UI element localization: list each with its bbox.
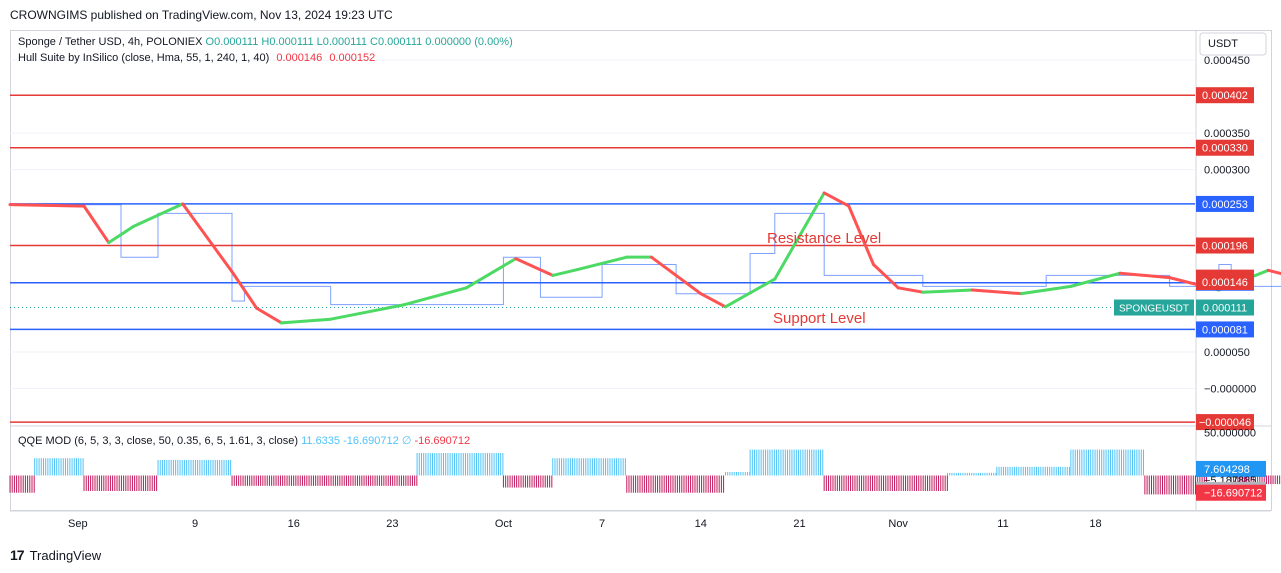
hull-segment [1069, 271, 1122, 288]
hull-segment [773, 191, 826, 281]
hull-segment [921, 288, 974, 294]
brand-name: TradingView [29, 547, 102, 563]
x-tick-label: 18 [1089, 518, 1101, 530]
y-tick-label: 0.000050 [1204, 347, 1250, 359]
hull-segment [551, 268, 579, 277]
hull-segment [575, 255, 629, 272]
hull-segment [230, 270, 259, 310]
tradingview-logo-icon: 17 [10, 547, 25, 563]
symbol-tag-label: SPONGEUSDT [1119, 304, 1189, 315]
x-tick-label: 14 [695, 518, 707, 530]
hull-segment [1020, 284, 1073, 296]
hull-segment [255, 306, 283, 325]
hull-segment [649, 255, 703, 296]
hull-segment [847, 204, 875, 266]
publisher-header: CROWNGIMS published on TradingView.com, … [10, 8, 393, 22]
price-tag [1196, 299, 1254, 316]
hull-segment [896, 286, 925, 294]
x-tick-label: 23 [386, 518, 398, 530]
hull-segment [279, 317, 333, 325]
hull-segment [723, 277, 777, 309]
hull-segment [871, 262, 900, 290]
qqe-axis-label: 50.000000 [1204, 427, 1256, 439]
qqe-tag [1196, 460, 1266, 477]
qqe-axis-label: −16.690712 [1204, 488, 1262, 500]
level-tag [1196, 139, 1254, 156]
ohlc-values: O0.000111 H0.000111 L0.000111 C0.000111 … [205, 36, 513, 48]
qqe-values: 11.6335 -16.690712 ∅ [301, 435, 412, 447]
footer-brand: 17 TradingView [10, 547, 101, 563]
hull-segment [822, 191, 851, 208]
hull-segment [329, 303, 407, 321]
level-tag [1196, 237, 1254, 254]
hull-segment [1118, 271, 1172, 280]
x-tick-label: Oct [495, 518, 512, 530]
hull-value-1: 0.000146 [276, 52, 323, 64]
x-tick-label: 16 [288, 518, 300, 530]
levels-layer [10, 94, 1195, 423]
hull-segment [107, 225, 135, 245]
level-tag-label: −0.000046 [1199, 417, 1251, 429]
level-tag-label: 0.000196 [1202, 241, 1248, 253]
resistance-level-label: Resistance Level [767, 230, 881, 247]
symbol-tag [1114, 299, 1194, 316]
hull-indicator-name: Hull Suite by InSilico (close, Hma, 55, … [18, 52, 270, 64]
qqe-tag [1196, 484, 1266, 501]
hull-value-2: 0.000152 [329, 52, 376, 64]
y-tick-label: 0.000350 [1204, 128, 1250, 140]
x-tick-label: 9 [192, 518, 198, 530]
level-tag-label: 0.000253 [1202, 199, 1248, 211]
hull-segment [1266, 268, 1281, 276]
x-tick-label: 7 [599, 518, 605, 530]
level-tag [1196, 195, 1254, 212]
qqe-legend: QQE MOD (6, 5, 3, 3, close, 50, 0.35, 6,… [18, 434, 470, 447]
price-tag [1196, 273, 1254, 290]
qqe-indicator-name: QQE MOD (6, 5, 3, 3, close, 50, 0.35, 6,… [18, 435, 299, 447]
hull-segment [8, 203, 86, 208]
symbol-legend: Sponge / Tether USD, 4h, POLONIEX O0.000… [18, 36, 513, 48]
symbol-name: Sponge / Tether USD, 4h, POLONIEX [18, 36, 203, 48]
level-tag [1196, 321, 1254, 338]
currency-label: USDT [1208, 38, 1238, 50]
x-tick-label: 21 [793, 518, 805, 530]
axis-layer: 0.000450 0.000350 0.000300 0.000050 −0.00000… [68, 32, 1267, 530]
support-level-label: Support Level [773, 310, 866, 327]
hull-segment [82, 204, 111, 245]
level-tag-label: 0.000081 [1202, 324, 1248, 336]
hull-segment [464, 257, 518, 290]
level-tag-label: 0.000330 [1202, 143, 1248, 155]
hull-segment [181, 202, 234, 274]
qqe-layer [9, 449, 1281, 495]
level-tag [1196, 87, 1254, 104]
y-tick-label: −0.000000 [1204, 384, 1256, 396]
level-tag-label: 0.000402 [1202, 90, 1248, 102]
qqe-value-red: -16.690712 [414, 435, 471, 447]
x-tick-label: Sep [68, 518, 88, 530]
hull-segment [514, 257, 555, 277]
hull-segment [131, 202, 185, 229]
hull-legend: Hull Suite by InSilico (close, Hma, 55, … [18, 52, 375, 64]
qqe-axis-label: 7.604298 [1204, 464, 1250, 476]
hull-layer [8, 191, 1281, 325]
hull-segment [403, 286, 468, 307]
price-tag-label: 0.000111 [1203, 303, 1247, 315]
hull-segment [970, 288, 1024, 296]
x-tick-label: Nov [888, 518, 908, 530]
hull-segment [699, 292, 727, 309]
tag-layer: 0.0004020.0003300.0002530.0001960.000145… [1114, 87, 1266, 501]
price-tag-label: 0.000146 [1202, 277, 1248, 289]
y-tick-label: 0.000300 [1204, 165, 1250, 177]
y-tick-label: 0.000450 [1204, 55, 1250, 67]
currency-box [1199, 32, 1267, 56]
x-tick-label: 11 [997, 518, 1008, 530]
level-tag [1196, 414, 1254, 431]
